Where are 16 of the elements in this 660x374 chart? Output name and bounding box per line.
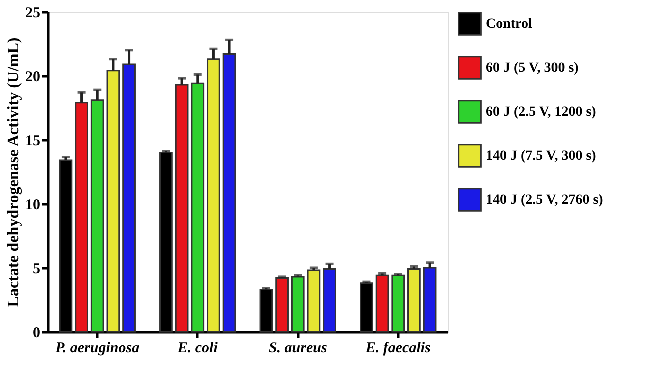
- y-tick-label: 5: [33, 262, 40, 278]
- y-tick-label: 0: [33, 326, 40, 342]
- x-tick-label: P. aeruginosa: [56, 340, 140, 356]
- legend-label: Control: [486, 17, 533, 32]
- legend-label: 60 J (2.5 V, 1200 s): [486, 105, 597, 120]
- x-tick-label: S. aureus: [268, 340, 328, 356]
- y-tick-label: 15: [26, 134, 40, 150]
- y-tick-label: 20: [26, 70, 40, 86]
- x-tick-label: E. coli: [176, 340, 219, 356]
- y-tick-label: 25: [26, 6, 40, 22]
- x-tick-label: E. faecalis: [364, 340, 432, 356]
- legend-label: 60 J (5 V, 300 s): [486, 61, 580, 76]
- y-tick-label: 10: [26, 198, 40, 214]
- y-axis-title: Lactate dehydrogenase Activity (U/mL): [6, 38, 22, 308]
- legend-label: 140 J (7.5 V, 300 s): [486, 149, 597, 164]
- legend-label: 140 J (2.5 V, 2760 s): [486, 193, 604, 208]
